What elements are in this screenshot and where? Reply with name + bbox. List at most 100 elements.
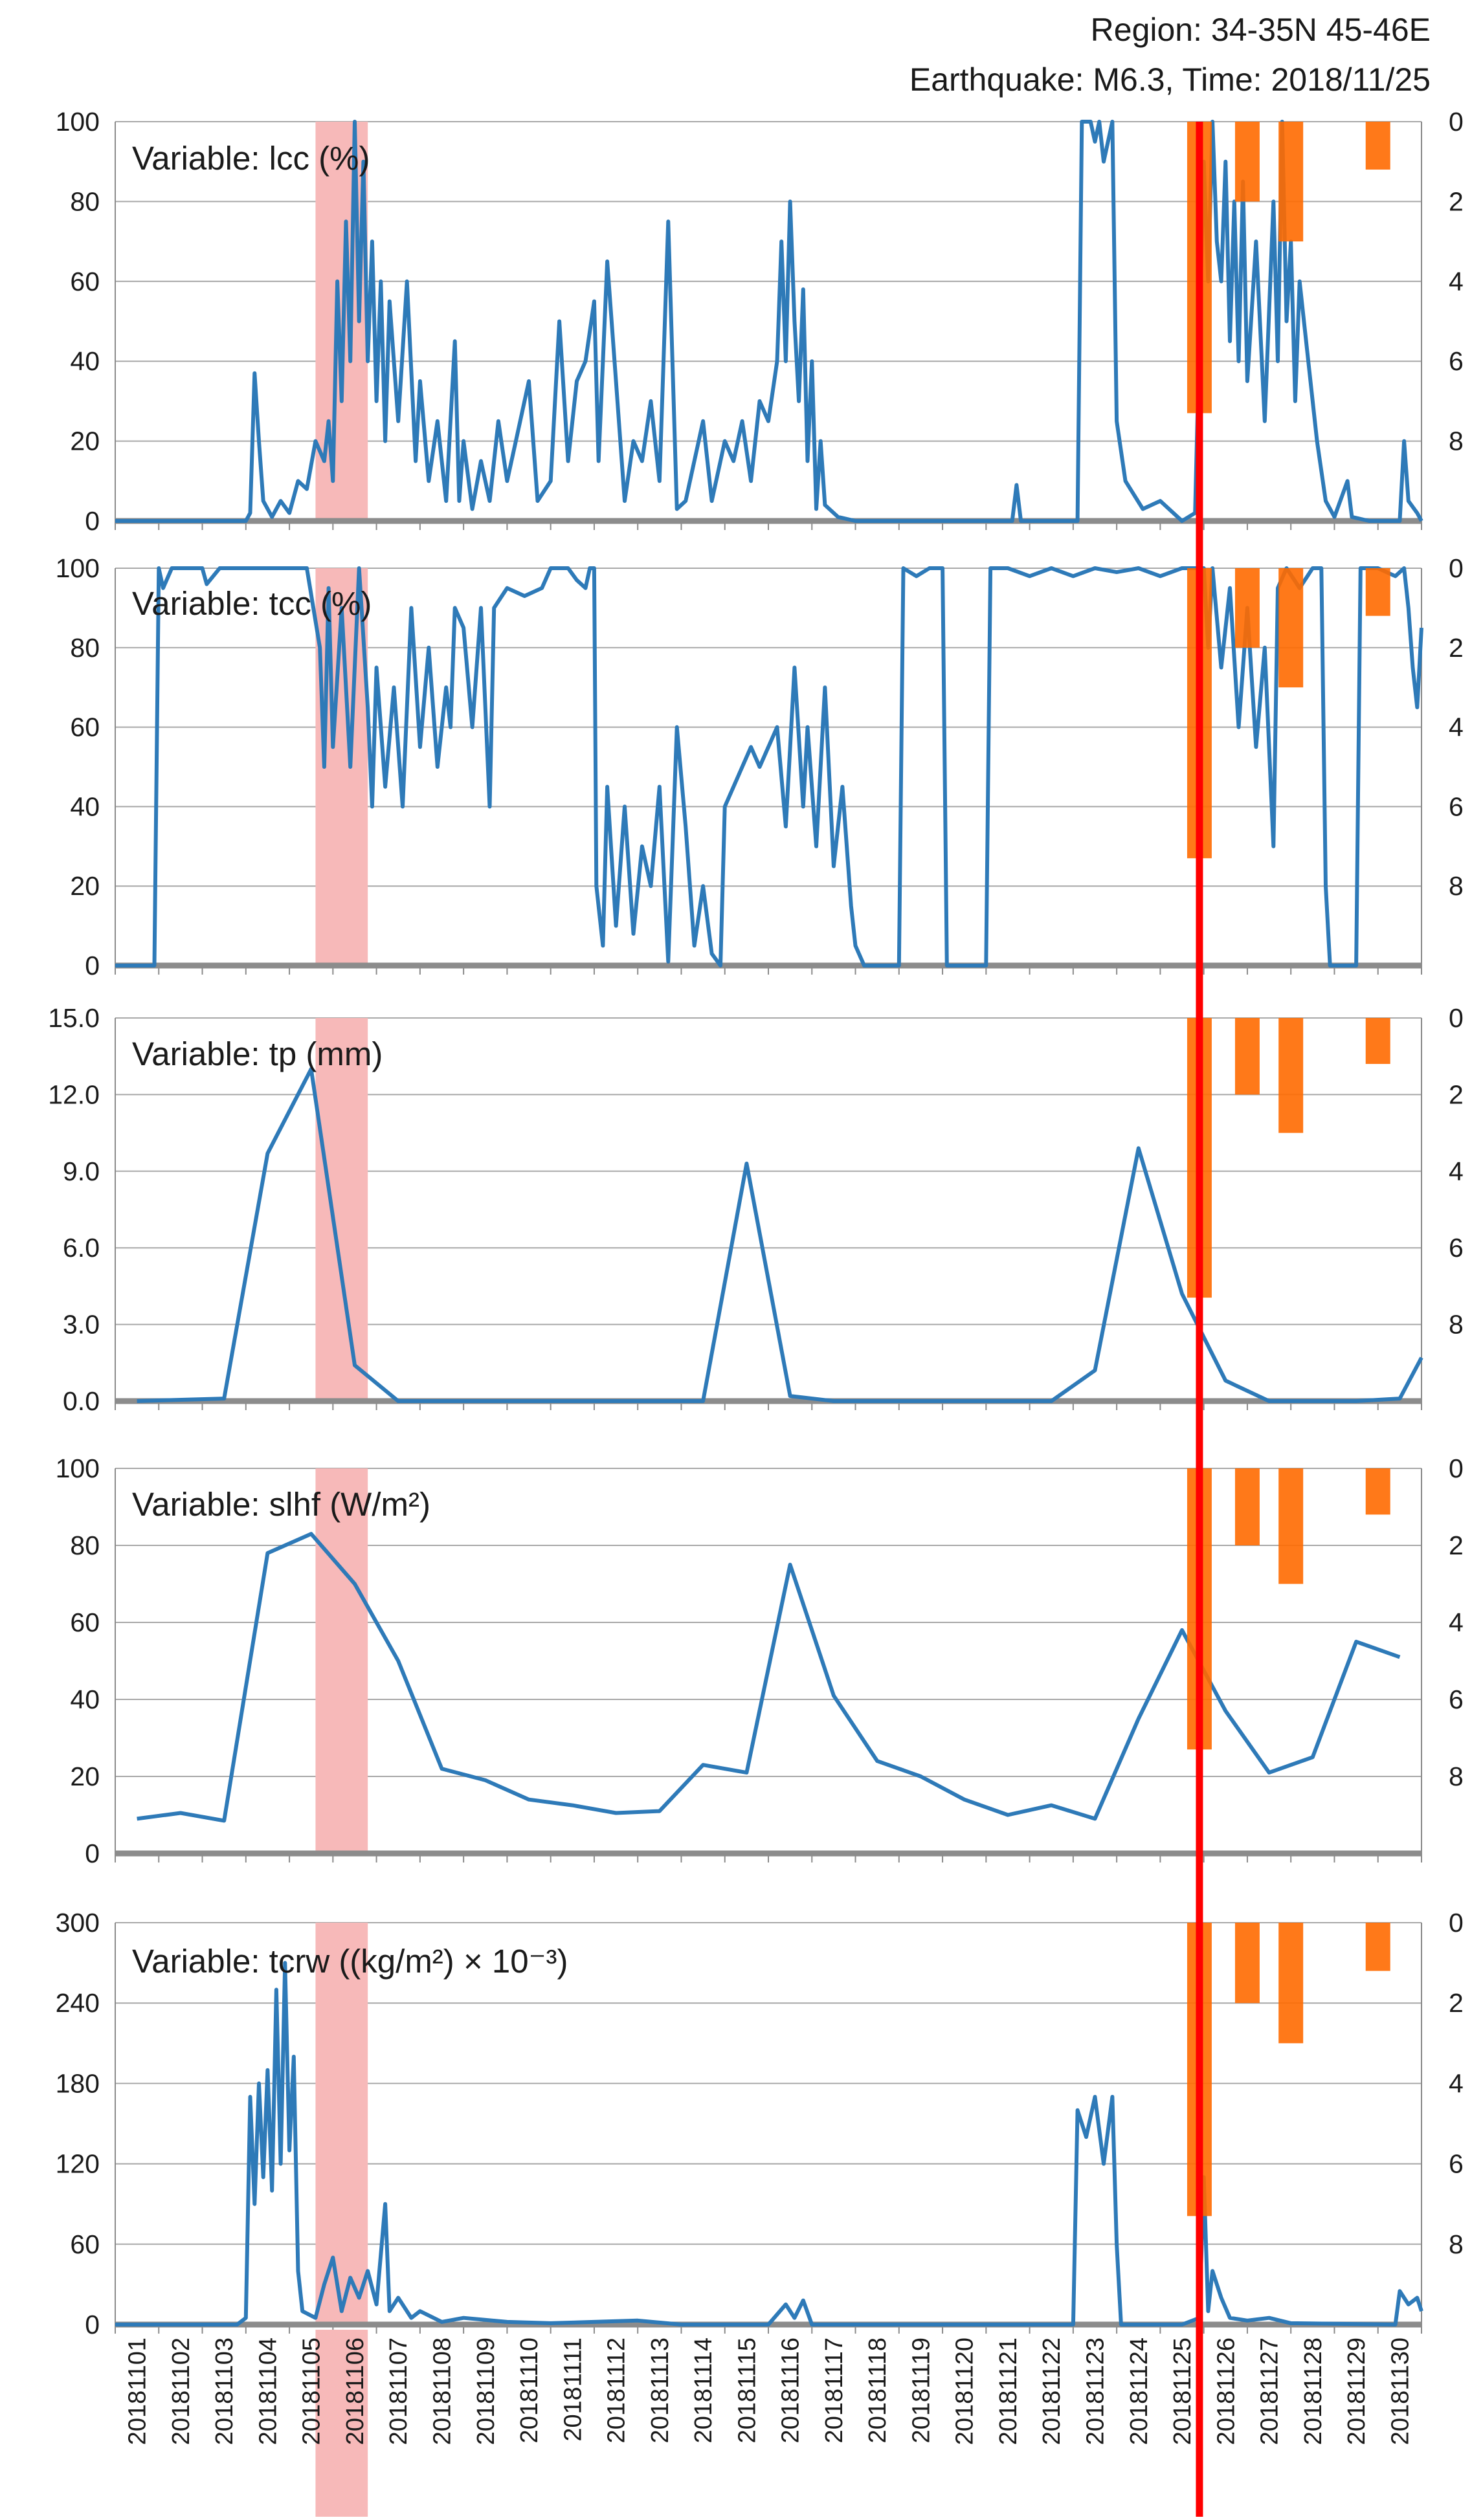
x-date-label: 20181128 (1300, 2338, 1327, 2445)
panel-5-bar-3 (1278, 1923, 1304, 2044)
panel-5-right-tick-label: 0 (1449, 1908, 1464, 1938)
x-date-label: 20181108 (429, 2338, 456, 2445)
date-area-highlight-band (315, 2330, 368, 2517)
panel-5-right-tick-label: 4 (1449, 2068, 1464, 2098)
x-date-label: 20181127 (1256, 2338, 1284, 2445)
panel-5-right-tick-label: 8 (1449, 2229, 1464, 2259)
x-date-label: 20181129 (1343, 2338, 1370, 2445)
panel-3-right-tick-label: 6 (1449, 1233, 1464, 1263)
panel-5-left-tick-label: 120 (56, 2149, 100, 2179)
panel-4-bar-4 (1365, 1468, 1390, 1515)
x-date-label: 20181114 (690, 2338, 717, 2443)
panel-2-left-tick-label: 100 (56, 553, 100, 583)
panel-1-series-line (115, 120, 1423, 523)
x-date-label: 20181104 (254, 2338, 282, 2445)
chart-header-region: Region: 34-35N 45-46E (1091, 12, 1431, 48)
panel-1-left-tick-label: 80 (70, 186, 100, 216)
panel-4-left-tick-label: 0 (85, 1839, 100, 1868)
panel-1-left-tick-label: 100 (56, 107, 100, 137)
panel-4-right-tick-label: 2 (1449, 1531, 1464, 1560)
panel-3-left-tick-label: 0.0 (63, 1386, 100, 1416)
panel-1-right-tick-label: 8 (1449, 426, 1464, 456)
panel-2-label: Variable: tcc (%) (132, 585, 372, 622)
panel-5-left-tick-label: 60 (70, 2229, 100, 2259)
x-date-label: 20181122 (1038, 2338, 1065, 2445)
panel-2-bar-2 (1234, 568, 1260, 648)
panel-2-left-tick-label: 20 (70, 871, 100, 901)
panel-3-left-tick-label: 9.0 (63, 1156, 100, 1186)
panel-5-highlight-band (315, 1923, 368, 2325)
panel-2-right-tick-label: 6 (1449, 791, 1464, 821)
panel-4-highlight-band (315, 1468, 368, 1853)
panel-5-bar-4 (1365, 1923, 1390, 1971)
x-date-label: 20181107 (385, 2338, 412, 2445)
x-date-label: 20181123 (1082, 2338, 1109, 2445)
x-date-label: 20181101 (124, 2338, 151, 2445)
panel-3-right-tick-label: 0 (1449, 1003, 1464, 1033)
panel-4-left-tick-label: 60 (70, 1608, 100, 1637)
chart-header-earthquake: Earthquake: M6.3, Time: 2018/11/25 (909, 61, 1431, 98)
panel-1-left-tick-label: 60 (70, 267, 100, 296)
panel-5-left-tick-label: 180 (56, 2068, 100, 2098)
panel-3-series-line (137, 1067, 1423, 1403)
panel-3-bar-3 (1278, 1018, 1304, 1133)
panel-1-bar-3 (1278, 122, 1304, 242)
x-date-label: 20181118 (864, 2338, 891, 2443)
x-date-label: 20181105 (298, 2338, 326, 2445)
panel-5-left-tick-label: 300 (56, 1908, 100, 1938)
x-date-label: 20181124 (1126, 2338, 1153, 2445)
panel-2-left-tick-label: 60 (70, 713, 100, 742)
panel-5-left-tick-label: 240 (56, 1988, 100, 2018)
panel-5-bar-2 (1234, 1923, 1260, 2004)
panel-3-right-tick-label: 4 (1449, 1156, 1464, 1186)
panel-2-right-tick-label: 4 (1449, 713, 1464, 742)
x-date-label: 20181109 (473, 2338, 500, 2445)
panel-3-left-tick-label: 15.0 (48, 1003, 100, 1033)
panel-2-left-tick-label: 0 (85, 951, 100, 980)
x-date-label: 20181112 (603, 2338, 630, 2443)
panel-2-left-tick-label: 80 (70, 633, 100, 663)
panel-4-label: Variable: slhf (W/m²) (132, 1486, 430, 1523)
panel-5-series-line (115, 1961, 1423, 2327)
panel-3-left-tick-label: 3.0 (63, 1310, 100, 1340)
x-date-label: 20181116 (777, 2338, 805, 2443)
x-date-label: 20181106 (342, 2338, 369, 2445)
x-date-label: 20181119 (908, 2338, 935, 2443)
panel-4-left-tick-label: 100 (56, 1453, 100, 1483)
x-date-label: 20181111 (559, 2338, 586, 2442)
panel-2-series-line (115, 566, 1423, 967)
x-date-label: 20181102 (168, 2338, 195, 2445)
panel-4-right-tick-label: 0 (1449, 1453, 1464, 1483)
panel-1-right-tick-label: 4 (1449, 267, 1464, 296)
panel-3-bar-2 (1234, 1018, 1260, 1095)
panel-2-bar-4 (1365, 568, 1390, 616)
panel-2-bar-3 (1278, 568, 1304, 688)
panel-3-label: Variable: tp (mm) (132, 1035, 383, 1072)
panel-5-left-tick-label: 0 (85, 2310, 100, 2339)
x-date-label: 20181120 (952, 2338, 979, 2445)
panel-5-label: Variable: tcrw ((kg/m²) × 10⁻³) (132, 1943, 568, 1980)
panel-5-right-tick-label: 2 (1449, 1988, 1464, 2018)
x-date-label: 20181130 (1387, 2338, 1414, 2445)
x-date-label: 20181113 (647, 2338, 674, 2443)
x-date-label: 20181117 (821, 2338, 848, 2443)
panel-2-right-tick-label: 0 (1449, 553, 1464, 583)
x-date-label: 20181115 (733, 2338, 761, 2443)
panel-4-right-tick-label: 8 (1449, 1762, 1464, 1791)
panel-1-bar-4 (1365, 122, 1390, 170)
panel-5-right-tick-label: 6 (1449, 2149, 1464, 2179)
panel-1-right-tick-label: 0 (1449, 107, 1464, 137)
panel-3-highlight-band (315, 1018, 368, 1401)
panel-1-right-tick-label: 2 (1449, 186, 1464, 216)
x-date-label: 20181121 (995, 2338, 1022, 2445)
x-date-label: 20181110 (516, 2338, 543, 2443)
panel-1-left-tick-label: 0 (85, 506, 100, 536)
x-date-label: 20181126 (1212, 2338, 1240, 2445)
panel-3-right-tick-label: 8 (1449, 1310, 1464, 1340)
panel-1-label: Variable: lcc (%) (132, 140, 370, 177)
panel-4-bar-2 (1234, 1468, 1260, 1545)
panel-4-right-tick-label: 6 (1449, 1685, 1464, 1714)
panel-3-left-tick-label: 12.0 (48, 1079, 100, 1109)
